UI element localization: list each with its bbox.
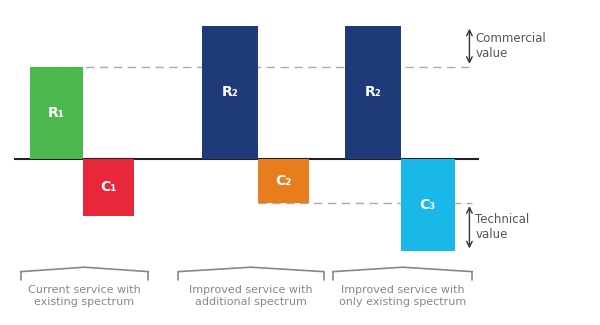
Text: Improved service with
only existing spectrum: Improved service with only existing spec…: [339, 285, 466, 306]
Text: Improved service with
additional spectrum: Improved service with additional spectru…: [189, 285, 313, 306]
Bar: [401, 159, 455, 251]
Bar: [344, 26, 401, 159]
Bar: [259, 159, 309, 203]
Bar: [29, 67, 83, 159]
Bar: [83, 159, 134, 216]
Text: Current service with
existing spectrum: Current service with existing spectrum: [28, 285, 141, 306]
Text: R₂: R₂: [222, 85, 239, 99]
Text: Commercial
value: Commercial value: [475, 32, 546, 60]
Text: R₁: R₁: [48, 106, 65, 120]
Bar: [202, 26, 259, 159]
Text: R₂: R₂: [364, 85, 381, 99]
Text: C₁: C₁: [100, 180, 116, 194]
Text: C₂: C₂: [275, 174, 292, 188]
Text: Technical
value: Technical value: [475, 213, 530, 241]
Text: C₃: C₃: [419, 198, 436, 212]
